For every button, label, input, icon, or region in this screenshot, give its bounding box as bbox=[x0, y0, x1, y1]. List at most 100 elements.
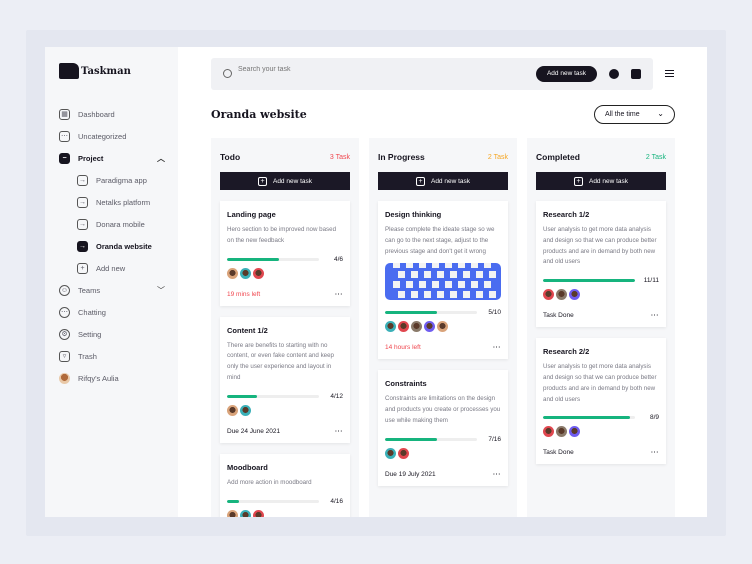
card-status: Task Done bbox=[543, 312, 574, 320]
more-icon[interactable]: ··· bbox=[335, 290, 343, 298]
chevron-down-icon[interactable]: ﹀ bbox=[157, 285, 165, 295]
progress-value: 4/12 bbox=[330, 392, 343, 400]
sticky-note bbox=[450, 271, 457, 279]
avatar bbox=[253, 509, 264, 517]
progress-value: 4/16 bbox=[330, 497, 343, 505]
progress-bar bbox=[227, 394, 319, 398]
column-title: In Progress bbox=[378, 152, 425, 162]
card-description: Constraints are limitations on the desig… bbox=[385, 395, 501, 424]
add-task-label: Add new task bbox=[588, 177, 629, 185]
assignees bbox=[385, 447, 501, 459]
search-input[interactable] bbox=[238, 66, 488, 73]
sidebar-item-paradigma-app[interactable]: → Paradigma app bbox=[59, 169, 171, 191]
avatar bbox=[569, 426, 580, 438]
progress-fill bbox=[543, 416, 631, 420]
sidebar-item-add-new[interactable]: + Add new bbox=[59, 257, 171, 279]
sticky-note bbox=[463, 271, 470, 279]
arrow-right-square-icon: → bbox=[77, 240, 88, 252]
more-icon[interactable]: ··· bbox=[493, 470, 501, 478]
calendar-icon[interactable] bbox=[631, 69, 641, 79]
progress-value: 4/6 bbox=[333, 255, 343, 263]
more-icon[interactable]: ··· bbox=[335, 427, 343, 435]
assignees bbox=[543, 426, 659, 438]
sidebar-item-trash[interactable]: ▿ Trash bbox=[59, 345, 171, 367]
add-task-button[interactable]: + Add new task bbox=[378, 172, 508, 190]
task-count: 2 Task bbox=[645, 153, 666, 161]
sticky-note bbox=[411, 271, 418, 279]
task-card[interactable]: Constraints Constraints are limitations o… bbox=[378, 370, 508, 486]
more-icon[interactable]: ··· bbox=[651, 312, 659, 320]
sticky-note bbox=[424, 291, 431, 299]
sidebar-item-donara-mobile[interactable]: → Donara mobile bbox=[59, 213, 171, 235]
card-title: Research 2/2 bbox=[543, 347, 590, 357]
app-window: Taskman ▦ Dashboard ⋯ Uncategorized − Project… bbox=[45, 47, 707, 517]
plus-icon: + bbox=[573, 176, 583, 186]
arrow-right-square-icon: → bbox=[77, 174, 88, 186]
card-status: 19 mins left bbox=[227, 290, 261, 298]
progress: 4/16 bbox=[227, 498, 343, 505]
progress-bar bbox=[543, 416, 635, 420]
add-task-button[interactable]: + Add new task bbox=[220, 172, 350, 190]
column-title: Todo bbox=[220, 152, 241, 162]
sidebar-item-setting[interactable]: ⚙ Setting bbox=[59, 323, 171, 345]
progress: 4/12 bbox=[227, 393, 343, 400]
card-title: Moodboard bbox=[227, 462, 268, 472]
sticky-note bbox=[484, 281, 491, 289]
progress-fill bbox=[385, 311, 437, 315]
sidebar-item-label: Teams bbox=[78, 285, 101, 295]
more-icon[interactable]: ··· bbox=[651, 449, 659, 457]
sticky-note bbox=[476, 291, 483, 299]
task-card[interactable]: Research 2/2 User analysis to get more da… bbox=[536, 338, 666, 465]
card-description: User analysis to get more data analysis … bbox=[543, 226, 657, 266]
sticky-note bbox=[406, 263, 413, 269]
sidebar-item-rifqy-s-aulia[interactable]: Rifqy's Aulia bbox=[59, 367, 171, 389]
card-title: Constraints bbox=[385, 379, 427, 389]
card-description: There are benefits to starting with no c… bbox=[227, 341, 334, 381]
progress-bar bbox=[227, 499, 319, 503]
progress-fill bbox=[385, 437, 437, 441]
progress-bar bbox=[227, 257, 319, 261]
add-task-button[interactable]: + Add new task bbox=[536, 172, 666, 190]
card-title: Content 1/2 bbox=[227, 325, 268, 335]
task-card[interactable]: Research 1/2 User analysis to get more da… bbox=[536, 201, 666, 328]
task-card[interactable]: Landing page Hero section to be improved … bbox=[220, 201, 350, 306]
chat-icon[interactable] bbox=[609, 69, 619, 79]
card-description: Hero section to be improved now based on… bbox=[227, 226, 337, 244]
avatar bbox=[543, 289, 554, 301]
sidebar-item-netalks-platform[interactable]: → Netalks platform bbox=[59, 191, 171, 213]
card-description: User analysis to get more data analysis … bbox=[543, 363, 657, 403]
task-card[interactable]: Moodboard Add more action in moodboard 4/… bbox=[220, 453, 350, 517]
task-card[interactable]: Content 1/2 There are benefits to startin… bbox=[220, 316, 350, 443]
sidebar-item-label: Uncategorized bbox=[78, 131, 127, 141]
menu-icon[interactable] bbox=[665, 70, 674, 77]
sidebar-item-dashboard[interactable]: ▦ Dashboard bbox=[59, 103, 171, 125]
more-icon[interactable]: ··· bbox=[493, 344, 501, 352]
logo-icon bbox=[59, 63, 79, 79]
search-bar[interactable]: Add new task bbox=[211, 58, 653, 90]
add-new-task-button[interactable]: Add new task bbox=[535, 66, 597, 82]
filter-value: All the time bbox=[605, 111, 640, 118]
sticky-note bbox=[393, 263, 400, 269]
sidebar: Taskman ▦ Dashboard ⋯ Uncategorized − Project… bbox=[45, 47, 178, 517]
task-card[interactable]: Design thinking Please complete the ideat… bbox=[378, 201, 508, 360]
avatar bbox=[411, 321, 422, 333]
progress-fill bbox=[227, 257, 280, 261]
time-filter-dropdown[interactable]: All the time ⌄ bbox=[594, 105, 675, 124]
sticky-note bbox=[489, 291, 496, 299]
sidebar-item-project[interactable]: − Project ︿ bbox=[59, 147, 171, 169]
sidebar-item-teams[interactable]: ☺ Teams ﹀ bbox=[59, 279, 171, 301]
progress-value: 11/11 bbox=[643, 277, 659, 285]
sticky-note bbox=[424, 271, 431, 279]
trash-icon: ▿ bbox=[59, 350, 70, 362]
sticky-note bbox=[432, 263, 439, 269]
avatar bbox=[240, 509, 251, 517]
sidebar-item-uncategorized[interactable]: ⋯ Uncategorized bbox=[59, 125, 171, 147]
sidebar-item-oranda-website[interactable]: → Oranda website bbox=[59, 235, 171, 257]
add-task-label: Add new task bbox=[430, 177, 471, 185]
assignees bbox=[543, 289, 659, 301]
chevron-up-icon[interactable]: ︿ bbox=[157, 153, 165, 163]
logo[interactable]: Taskman bbox=[59, 63, 131, 79]
progress: 5/10 bbox=[385, 309, 501, 316]
sidebar-item-chatting[interactable]: ⋯ Chatting bbox=[59, 301, 171, 323]
avatar bbox=[543, 426, 554, 438]
